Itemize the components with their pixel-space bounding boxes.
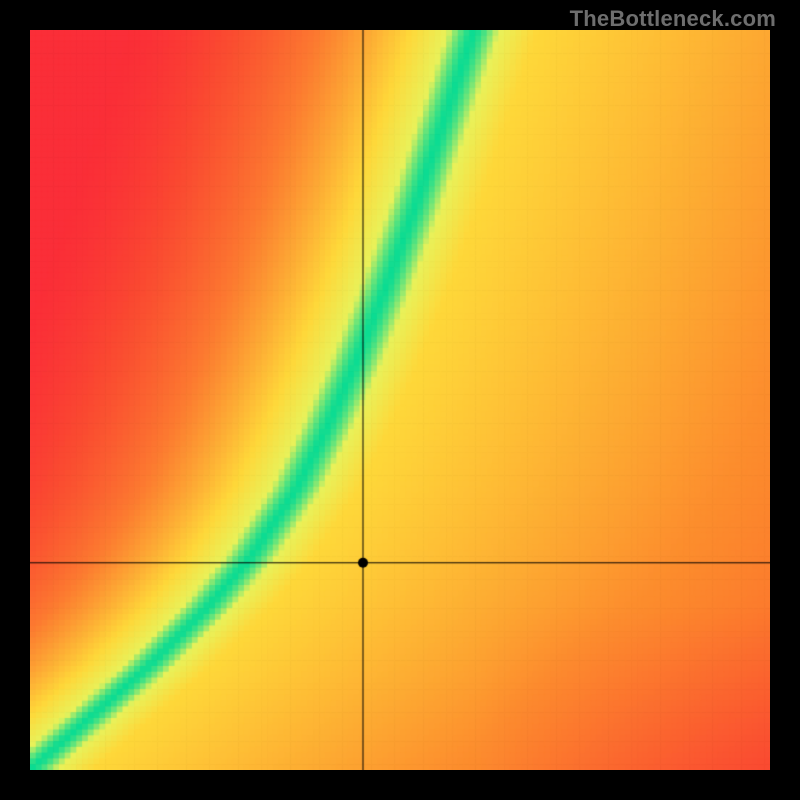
heatmap-plot [30, 30, 770, 770]
chart-container: TheBottleneck.com [0, 0, 800, 800]
heatmap-canvas [30, 30, 770, 770]
watermark-text: TheBottleneck.com [570, 6, 776, 32]
